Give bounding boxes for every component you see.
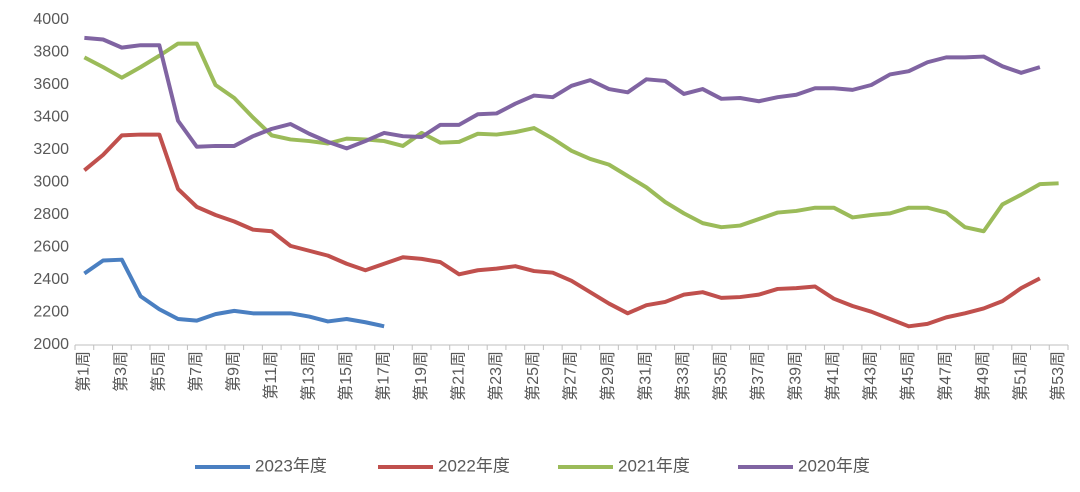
y-tick-label: 2600 bbox=[33, 239, 69, 256]
x-tick-label: 第45周 bbox=[899, 351, 917, 401]
x-tick-label: 第13周 bbox=[299, 351, 317, 401]
y-tick-label: 4000 bbox=[33, 11, 69, 28]
x-tick-label: 第25周 bbox=[524, 351, 542, 401]
x-tick-label: 第29周 bbox=[599, 351, 617, 401]
y-tick-label: 2200 bbox=[33, 304, 69, 321]
series-line bbox=[83, 132, 1041, 329]
x-tick-label: 第21周 bbox=[449, 351, 467, 401]
x-tick-label: 第15周 bbox=[337, 351, 355, 401]
x-tick-label: 第51周 bbox=[1011, 351, 1029, 401]
x-tick-label: 第47周 bbox=[936, 351, 954, 401]
y-tick-label: 3000 bbox=[33, 174, 69, 191]
x-tick-label: 第33周 bbox=[674, 351, 692, 401]
y-tick-label: 3600 bbox=[33, 76, 69, 93]
y-tick-label: 3400 bbox=[33, 109, 69, 126]
x-tick-label: 第9周 bbox=[224, 351, 242, 392]
x-tick-label: 第1周 bbox=[75, 351, 93, 392]
x-tick-label: 第23周 bbox=[487, 351, 505, 401]
x-tick-label: 第11周 bbox=[262, 351, 280, 400]
y-tick-label: 3200 bbox=[33, 141, 69, 158]
x-tick-label: 第17周 bbox=[374, 351, 392, 401]
x-tick-label: 第27周 bbox=[562, 351, 580, 401]
legend-text: 2023年度 bbox=[255, 456, 327, 475]
x-tick-label: 第19周 bbox=[412, 351, 430, 401]
series-line bbox=[83, 257, 385, 329]
x-tick-label: 第3周 bbox=[112, 351, 130, 392]
x-tick-label: 第39周 bbox=[787, 351, 805, 401]
x-tick-label: 第31周 bbox=[637, 351, 655, 401]
y-tick-label: 2400 bbox=[33, 271, 69, 288]
series-line bbox=[84, 35, 1041, 151]
series-line bbox=[83, 41, 1059, 234]
x-tick-label: 第35周 bbox=[712, 351, 730, 401]
y-tick-label: 2000 bbox=[33, 336, 69, 353]
x-tick-label: 第49周 bbox=[974, 351, 992, 401]
y-tick-label: 3800 bbox=[33, 44, 69, 61]
x-tick-label: 第53周 bbox=[1049, 351, 1067, 401]
y-tick-label: 2800 bbox=[33, 206, 69, 223]
legend-text: 2020年度 bbox=[798, 456, 870, 475]
x-tick-label: 第7周 bbox=[187, 351, 205, 392]
x-tick-label: 第37周 bbox=[749, 351, 767, 401]
legend-text: 2022年度 bbox=[438, 456, 510, 475]
x-tick-label: 第43周 bbox=[861, 351, 879, 401]
x-tick-label: 第5周 bbox=[150, 351, 168, 392]
legend-text: 2021年度 bbox=[618, 456, 690, 475]
x-tick-label: 第41周 bbox=[824, 351, 842, 401]
